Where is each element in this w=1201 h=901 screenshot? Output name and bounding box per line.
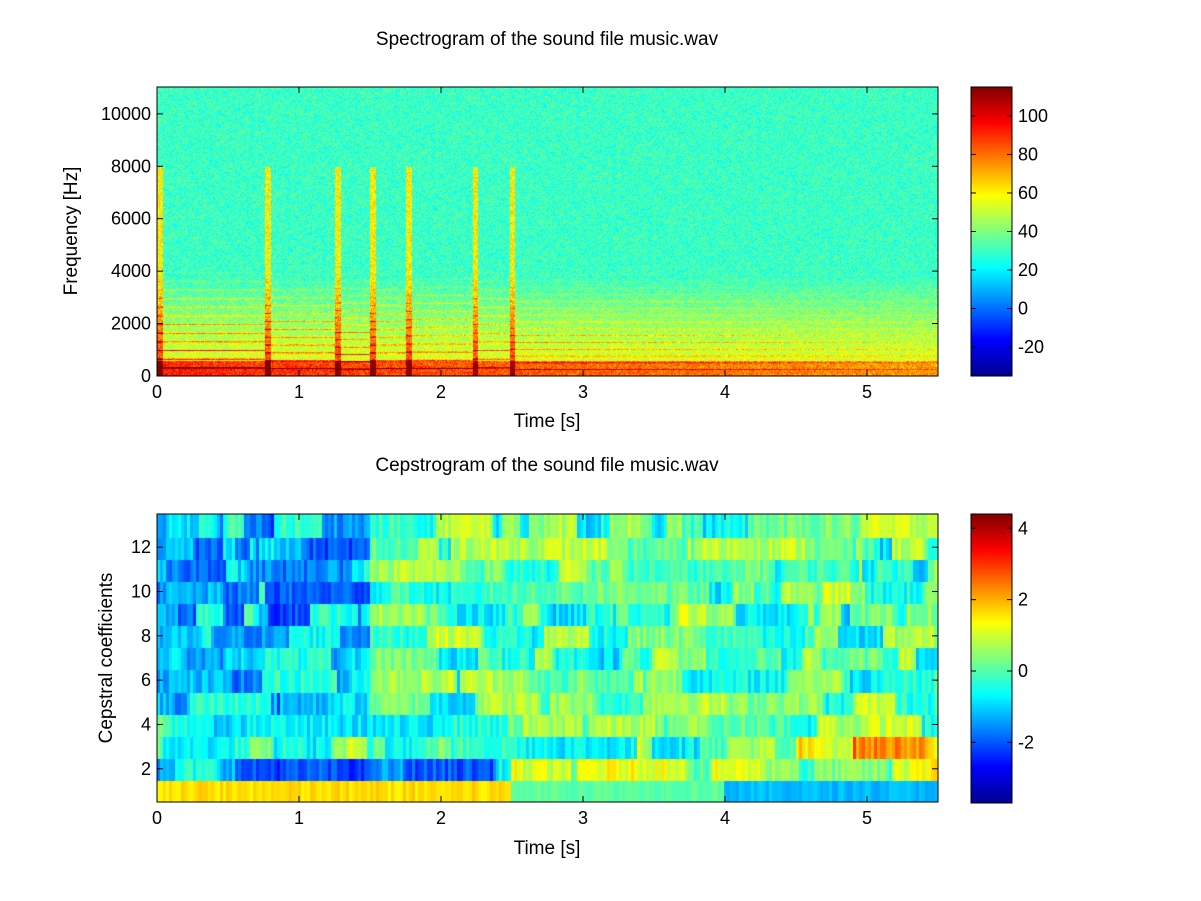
spectrogram-x-tick-label: 5 [862, 382, 872, 402]
spectrogram-axes-box [156, 86, 939, 377]
spectrogram-x-label: Time [s] [514, 411, 581, 432]
cepstrogram-x-tick-label: 5 [862, 808, 872, 828]
cepstrogram-x-tick-label: 4 [720, 808, 730, 828]
spectrogram-colorbar-tick-label: 40 [1018, 222, 1038, 242]
cepstrogram-y-tick-label: 2 [141, 759, 151, 779]
spectrogram-colorbar-tick-label: 20 [1018, 260, 1038, 280]
spectrogram-x-tick-label: 2 [436, 382, 446, 402]
spectrogram-plot-area [157, 87, 938, 376]
cepstrogram-colorbar-tick-label: -2 [1018, 732, 1034, 752]
spectrogram-x-tick-label: 4 [720, 382, 730, 402]
spectrogram-y-tick-label: 0 [141, 366, 151, 386]
spectrogram-colorbar [970, 86, 1013, 377]
spectrogram-image [157, 87, 938, 376]
spectrogram-y-tick-label: 4000 [111, 261, 151, 281]
spectrogram-y-label: Frequency [Hz] [61, 167, 82, 296]
spectrogram-chart: Spectrogram of the sound file music.wav … [61, 29, 1048, 432]
cepstrogram-y-tick-label: 6 [141, 670, 151, 690]
cepstrogram-colorbar-tick-label: 4 [1018, 518, 1028, 538]
spectrogram-colorbar-tick-label: 80 [1018, 144, 1038, 164]
cepstrogram-x-tick-label: 0 [152, 808, 162, 828]
spectrogram-colorbar-ticks: -20 0 20 40 60 80 100 [971, 106, 1048, 357]
spectrogram-x-ticks: 0 1 2 3 4 5 [152, 87, 872, 402]
spectrogram-y-tick-label: 6000 [111, 209, 151, 229]
cepstrogram-colorbar [970, 513, 1013, 804]
spectrogram-y-tick-label: 10000 [101, 104, 151, 124]
cepstrogram-image [157, 514, 938, 802]
cepstrogram-x-ticks: 0 1 2 3 4 5 [152, 514, 872, 828]
spectrogram-x-tick-label: 1 [294, 382, 304, 402]
cepstrogram-y-tick-label: 8 [141, 626, 151, 646]
spectrogram-y-tick-label: 8000 [111, 156, 151, 176]
cepstrogram-y-tick-label: 12 [131, 537, 151, 557]
cepstrogram-x-tick-label: 3 [578, 808, 588, 828]
cepstrogram-axes-box [156, 513, 939, 803]
cepstrogram-y-tick-label: 10 [131, 582, 151, 602]
spectrogram-x-tick-label: 0 [152, 382, 162, 402]
spectrogram-title: Spectrogram of the sound file music.wav [376, 29, 719, 50]
cepstrogram-chart: Cepstrogram of the sound file music.wav … [96, 455, 1034, 859]
cepstrogram-title: Cepstrogram of the sound file music.wav [375, 455, 719, 476]
cepstrogram-x-tick-label: 1 [294, 808, 304, 828]
spectrogram-colorbar-tick-label: 60 [1018, 183, 1038, 203]
cepstrogram-colorbar-ticks: -2 0 2 4 [971, 518, 1034, 752]
spectrogram-y-ticks: 0 2000 4000 6000 8000 10000 [101, 104, 938, 386]
spectrogram-colorbar-tick-label: 0 [1018, 299, 1028, 319]
spectrogram-x-tick-label: 3 [578, 382, 588, 402]
spectrogram-y-tick-label: 2000 [111, 314, 151, 334]
cepstrogram-y-label: Cepstral coefficients [96, 573, 117, 744]
cepstrogram-colorbar-tick-label: 2 [1018, 590, 1028, 610]
cepstrogram-colorbar-tick-label: 0 [1018, 661, 1028, 681]
cepstrogram-y-tick-label: 4 [141, 714, 151, 734]
cepstrogram-x-label: Time [s] [514, 838, 581, 859]
cepstrogram-plot-area [157, 514, 938, 802]
spectrogram-colorbar-tick-label: 100 [1018, 106, 1048, 126]
cepstrogram-x-tick-label: 2 [436, 808, 446, 828]
spectrogram-colorbar-tick-label: -20 [1018, 337, 1044, 357]
cepstrogram-y-ticks: 2 4 6 8 10 12 [131, 537, 938, 779]
